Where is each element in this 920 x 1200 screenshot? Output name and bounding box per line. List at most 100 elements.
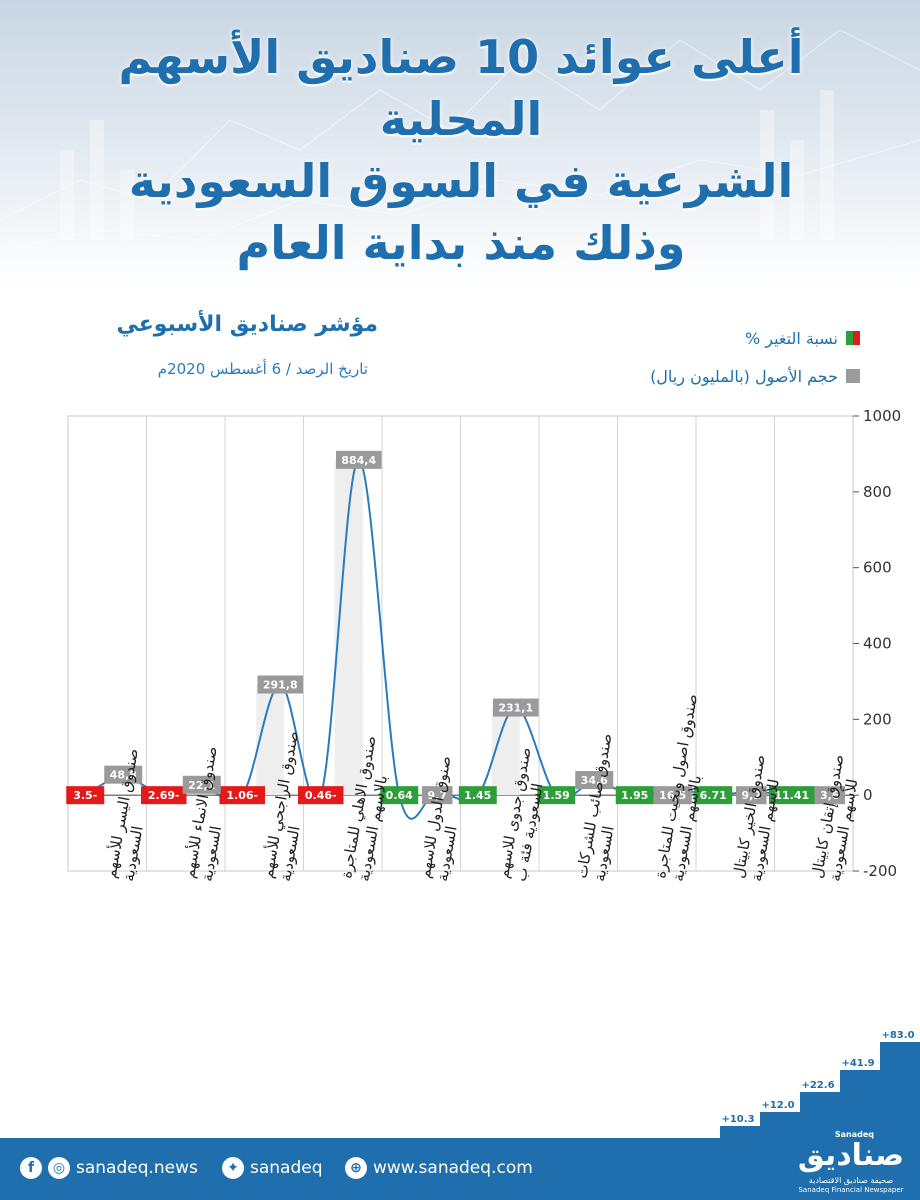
assets-label-text: 48,8 xyxy=(110,769,137,782)
change-label-box xyxy=(458,786,497,805)
assets-label-text: 291,8 xyxy=(263,679,298,692)
index-date: تاريخ الرصد / 6 أغسطس 2020م xyxy=(157,360,368,378)
assets-label-text: 34,6 xyxy=(581,774,608,787)
y-tick-label: 200 xyxy=(863,710,892,728)
social-website[interactable]: ⊕ www.sanadeq.com xyxy=(345,1151,533,1185)
legend-item-change: نسبة التغير % xyxy=(520,325,860,351)
globe-icon[interactable]: ⊕ xyxy=(345,1157,367,1179)
assets-label: 231,1 xyxy=(493,698,539,717)
banner-chart-decoration xyxy=(0,29,920,251)
assets-label-text: 9,7 xyxy=(428,789,448,802)
title-line-2: الشرعية في السوق السعودية xyxy=(128,154,794,208)
change-label: 3.5- xyxy=(66,786,105,805)
logo-tagline-ar: صحيفة صناديق الاقتصادية xyxy=(808,1176,894,1185)
y-tick-label: 400 xyxy=(863,635,892,653)
website-link[interactable]: www.sanadeq.com xyxy=(373,1158,533,1178)
y-tick-label: 600 xyxy=(863,559,892,577)
change-label-box xyxy=(380,786,419,805)
change-label-text: 0.46- xyxy=(305,789,337,802)
growth-step-label: +83.0 xyxy=(881,1030,914,1041)
assets-label: 291,8 xyxy=(257,675,303,694)
legend-swatch-change xyxy=(846,331,860,345)
chart-legend: نسبة التغير % حجم الأصول (بالمليون ريال) xyxy=(520,325,860,401)
assets-label-box xyxy=(336,450,382,469)
legend-item-assets: حجم الأصول (بالمليون ريال) xyxy=(520,363,860,389)
change-label: 1.45 xyxy=(458,786,497,805)
change-label-text: 1.59 xyxy=(543,789,570,802)
change-label: 2.69- xyxy=(141,786,187,805)
change-label-text: 1.45 xyxy=(464,789,491,802)
instagram-icon[interactable]: ◎ xyxy=(48,1157,70,1179)
assets-label-box xyxy=(104,765,143,784)
growth-step-label: +12.0 xyxy=(761,1100,794,1111)
change-label-box xyxy=(141,786,187,805)
change-label-box xyxy=(298,786,344,805)
assets-label: 48,8 xyxy=(104,765,143,784)
change-label-text: 3.5- xyxy=(73,789,97,802)
change-label-text: 1.95 xyxy=(621,789,648,802)
index-title: مؤشر صناديق الأسبوعي xyxy=(116,312,378,337)
change-label: 0.46- xyxy=(298,786,344,805)
logo-ar: صناديق xyxy=(797,1138,905,1173)
growth-step xyxy=(880,1042,920,1140)
legend-swatch-assets xyxy=(846,369,860,383)
assets-label-box xyxy=(575,771,614,790)
assets-label-text: 3,6 xyxy=(820,789,840,802)
y-tick-label: -200 xyxy=(863,862,897,880)
y-tick-label: 800 xyxy=(863,483,892,501)
twitter-handle[interactable]: sanadeq xyxy=(250,1158,323,1178)
assets-label: 34,6 xyxy=(575,771,614,790)
assets-label: 16,5 xyxy=(653,786,692,805)
social-twitter[interactable]: ✦ sanadeq xyxy=(222,1151,323,1185)
footer-bar xyxy=(0,1138,920,1200)
assets-label-box xyxy=(257,675,303,694)
change-label-box xyxy=(66,786,105,805)
assets-label-text: 22,1 xyxy=(188,779,215,792)
y-tick-label: 0 xyxy=(863,786,873,804)
change-label-box xyxy=(694,786,733,805)
social-news[interactable]: f ◎ sanadeq.news xyxy=(20,1151,198,1185)
change-label-box xyxy=(537,786,576,805)
assets-label-text: 231,1 xyxy=(498,702,533,715)
change-label-box xyxy=(219,786,265,805)
growth-step-label: +10.3 xyxy=(721,1114,754,1125)
growth-steps-graphic: +10.3 +12.0 +22.6 +41.9 +83.0 xyxy=(720,1030,920,1140)
assets-label: 22,1 xyxy=(182,775,221,794)
assets-label: 9,7 xyxy=(422,786,453,805)
change-label-text: 2.69- xyxy=(148,789,180,802)
assets-label: 884,4 xyxy=(336,450,382,469)
title-line-3: وذلك منذ بداية العام xyxy=(236,216,686,270)
assets-label-box xyxy=(653,786,692,805)
assets-label-box xyxy=(493,698,539,717)
assets-label: 3,6 xyxy=(814,786,845,805)
legend-label-change: نسبة التغير % xyxy=(744,328,838,348)
change-label-text: 1.06- xyxy=(226,789,258,802)
logo-en: Sanadeq xyxy=(834,1130,874,1139)
logo-tagline-en: Sanadeq Financial Newspaper xyxy=(798,1186,904,1194)
y-tick-label: 1000 xyxy=(863,407,901,425)
change-label-text: 6.71 xyxy=(700,789,727,802)
change-label: 1.06- xyxy=(219,786,265,805)
change-label-box xyxy=(615,786,654,805)
twitter-icon[interactable]: ✦ xyxy=(222,1157,244,1179)
change-label-text: 11.41 xyxy=(774,789,809,802)
page-title: أعلى عوائد 10 صناديق الأسهم المحلية الشر… xyxy=(40,26,882,274)
change-label: 0.64 xyxy=(380,786,419,805)
legend-label-assets: حجم الأصول (بالمليون ريال) xyxy=(650,366,838,386)
change-label: 6.71 xyxy=(694,786,733,805)
facebook-icon[interactable]: f xyxy=(20,1157,42,1179)
assets-label: 9,2 xyxy=(736,786,767,805)
news-handle[interactable]: sanadeq.news xyxy=(76,1158,198,1178)
growth-step-label: +41.9 xyxy=(841,1058,874,1069)
change-label-box xyxy=(769,786,815,805)
title-line-1: أعلى عوائد 10 صناديق الأسهم المحلية xyxy=(118,30,804,146)
change-label: 1.95 xyxy=(615,786,654,805)
change-label-text: 0.64 xyxy=(386,789,413,802)
header-banner: أعلى عوائد 10 صناديق الأسهم المحلية الشر… xyxy=(0,0,920,290)
funds-chart: 1000 800 600 400 200 0 -200 3.5- 2.69- 1.06- 0.46-… xyxy=(66,407,901,883)
assets-label-box xyxy=(182,775,221,794)
assets-label-box xyxy=(736,786,767,805)
assets-label-text: 884,4 xyxy=(341,454,376,467)
assets-label-box xyxy=(814,786,845,805)
assets-label-text: 9,2 xyxy=(742,789,762,802)
